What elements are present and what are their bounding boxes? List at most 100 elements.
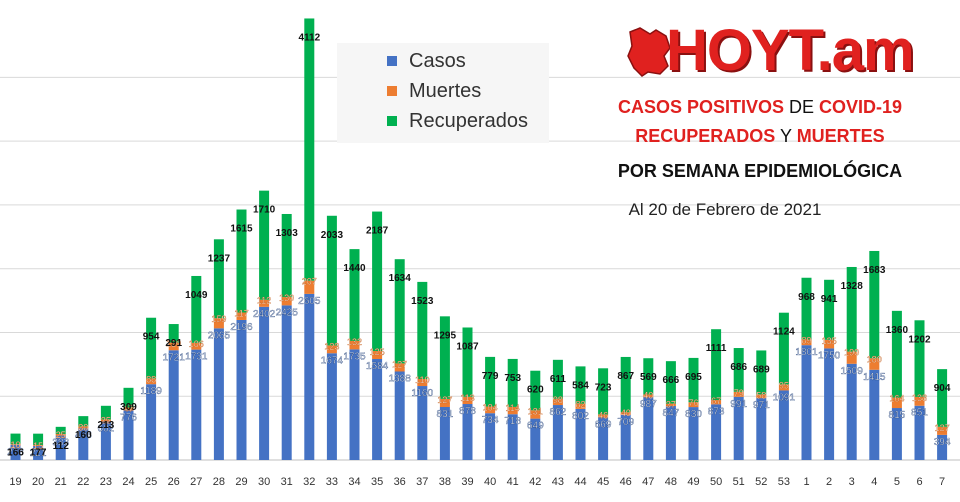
x-tick-label: 37 <box>416 476 428 488</box>
headline-covid: COVID-19 <box>819 97 903 117</box>
data-label-recuperados: 1303 <box>276 228 299 239</box>
bar-recuperados <box>643 358 654 395</box>
bar-muertes <box>598 414 609 418</box>
bar-muertes <box>643 394 654 398</box>
bar-casos <box>552 405 563 460</box>
bar-recuperados <box>462 327 473 397</box>
bar-casos <box>665 405 676 460</box>
bar-muertes <box>665 403 676 406</box>
data-label-casos: 709 <box>617 417 634 428</box>
data-label-recuperados: 584 <box>572 380 589 391</box>
data-label-muertes: 113 <box>460 393 474 403</box>
legend-swatch-muertes <box>387 86 397 96</box>
bar-recuperados <box>891 310 902 398</box>
data-label-recuperados: 904 <box>934 383 951 394</box>
bar-recuperados <box>801 277 812 340</box>
data-label-casos: 1189 <box>140 386 162 397</box>
bar-recuperados <box>439 316 450 399</box>
bar-recuperados <box>100 405 111 420</box>
bar-recuperados <box>575 366 586 404</box>
bar-muertes <box>891 397 902 409</box>
data-label-muertes: 123 <box>324 341 339 351</box>
bar-recuperados <box>168 324 179 343</box>
data-label-casos: 1091 <box>773 392 796 403</box>
data-label-casos: 1721 <box>163 352 186 363</box>
data-label-recuperados: 112 <box>53 441 70 452</box>
data-label-casos: 734 <box>482 415 499 426</box>
bar-muertes <box>259 299 270 307</box>
data-label-casos: 1674 <box>321 355 344 366</box>
data-label-muertes: 190 <box>844 348 859 358</box>
data-label-recuperados: 867 <box>617 371 634 382</box>
data-label-recuperados: 1634 <box>389 273 412 284</box>
bar-muertes <box>394 363 405 372</box>
data-label-casos: 2402 <box>253 309 276 320</box>
data-label-muertes: 40 <box>621 408 631 418</box>
data-label-recuperados: 1049 <box>185 290 208 301</box>
bar-muertes <box>55 433 66 436</box>
bar-casos <box>439 407 450 460</box>
data-label-recuperados: 941 <box>821 294 838 305</box>
x-tick-label: 34 <box>348 476 360 488</box>
data-label-casos: 669 <box>595 419 612 430</box>
bar-casos <box>869 369 880 460</box>
bar-casos <box>236 319 247 460</box>
bar-recuperados <box>665 361 676 404</box>
bar-casos <box>891 408 902 460</box>
bar-casos <box>643 397 654 460</box>
data-label-recuperados: 166 <box>7 448 24 459</box>
data-label-recuperados: 695 <box>685 372 702 383</box>
headline-recuperados: RECUPERADOS <box>635 126 776 146</box>
bar-casos <box>349 349 360 460</box>
bar-muertes <box>846 351 857 364</box>
data-label-casos: 991 <box>730 399 747 410</box>
x-tick-label: 4 <box>871 476 877 488</box>
bar-casos <box>417 386 428 460</box>
bar-casos <box>733 396 744 460</box>
data-label-casos: 1584 <box>366 361 389 372</box>
x-tick-label: 28 <box>213 476 225 488</box>
bar-muertes <box>530 410 541 419</box>
bar-recuperados <box>259 190 270 300</box>
x-tick-label: 46 <box>620 476 632 488</box>
bar-casos <box>688 407 699 460</box>
bar-casos <box>281 305 292 460</box>
bar-casos <box>123 410 134 460</box>
data-label-recuperados: 1360 <box>886 325 909 336</box>
bar-recuperados <box>10 433 21 445</box>
data-label-muertes: 138 <box>912 393 927 403</box>
data-label-muertes: 88 <box>146 375 156 385</box>
data-label-muertes: 127 <box>392 359 407 369</box>
data-label-muertes: 117 <box>234 309 248 319</box>
bar-casos <box>304 293 315 460</box>
headline-line2: RECUPERADOS Y MUERTES <box>560 126 960 147</box>
data-label-casos: 649 <box>527 421 544 432</box>
x-tick-label: 47 <box>642 476 654 488</box>
bar-recuperados <box>914 320 925 397</box>
bar-casos <box>259 306 270 460</box>
bar-casos <box>213 328 224 460</box>
bar-muertes <box>100 419 111 422</box>
bar-recuperados <box>78 416 89 427</box>
data-label-casos: 831 <box>437 409 454 420</box>
bar-recuperados <box>507 358 518 407</box>
legend-item-recuperados: Recuperados <box>387 109 528 133</box>
legend-swatch-recuperados <box>387 116 397 126</box>
bar-muertes <box>191 342 202 350</box>
x-tick-label: 21 <box>55 476 67 488</box>
data-label-muertes: 164 <box>889 394 904 404</box>
x-tick-label: 5 <box>894 476 900 488</box>
x-tick-label: 2 <box>826 476 832 488</box>
data-label-muertes: 47 <box>123 404 133 414</box>
data-label-muertes: 79 <box>734 388 744 398</box>
bar-recuperados <box>869 250 880 359</box>
bar-muertes <box>733 391 744 397</box>
data-label-casos: 2196 <box>230 322 253 333</box>
data-label-casos: 383 <box>52 438 69 449</box>
bar-recuperados <box>123 387 134 408</box>
bar-casos <box>168 350 179 460</box>
bar-recuperados <box>213 239 224 319</box>
bar-casos <box>326 353 337 460</box>
